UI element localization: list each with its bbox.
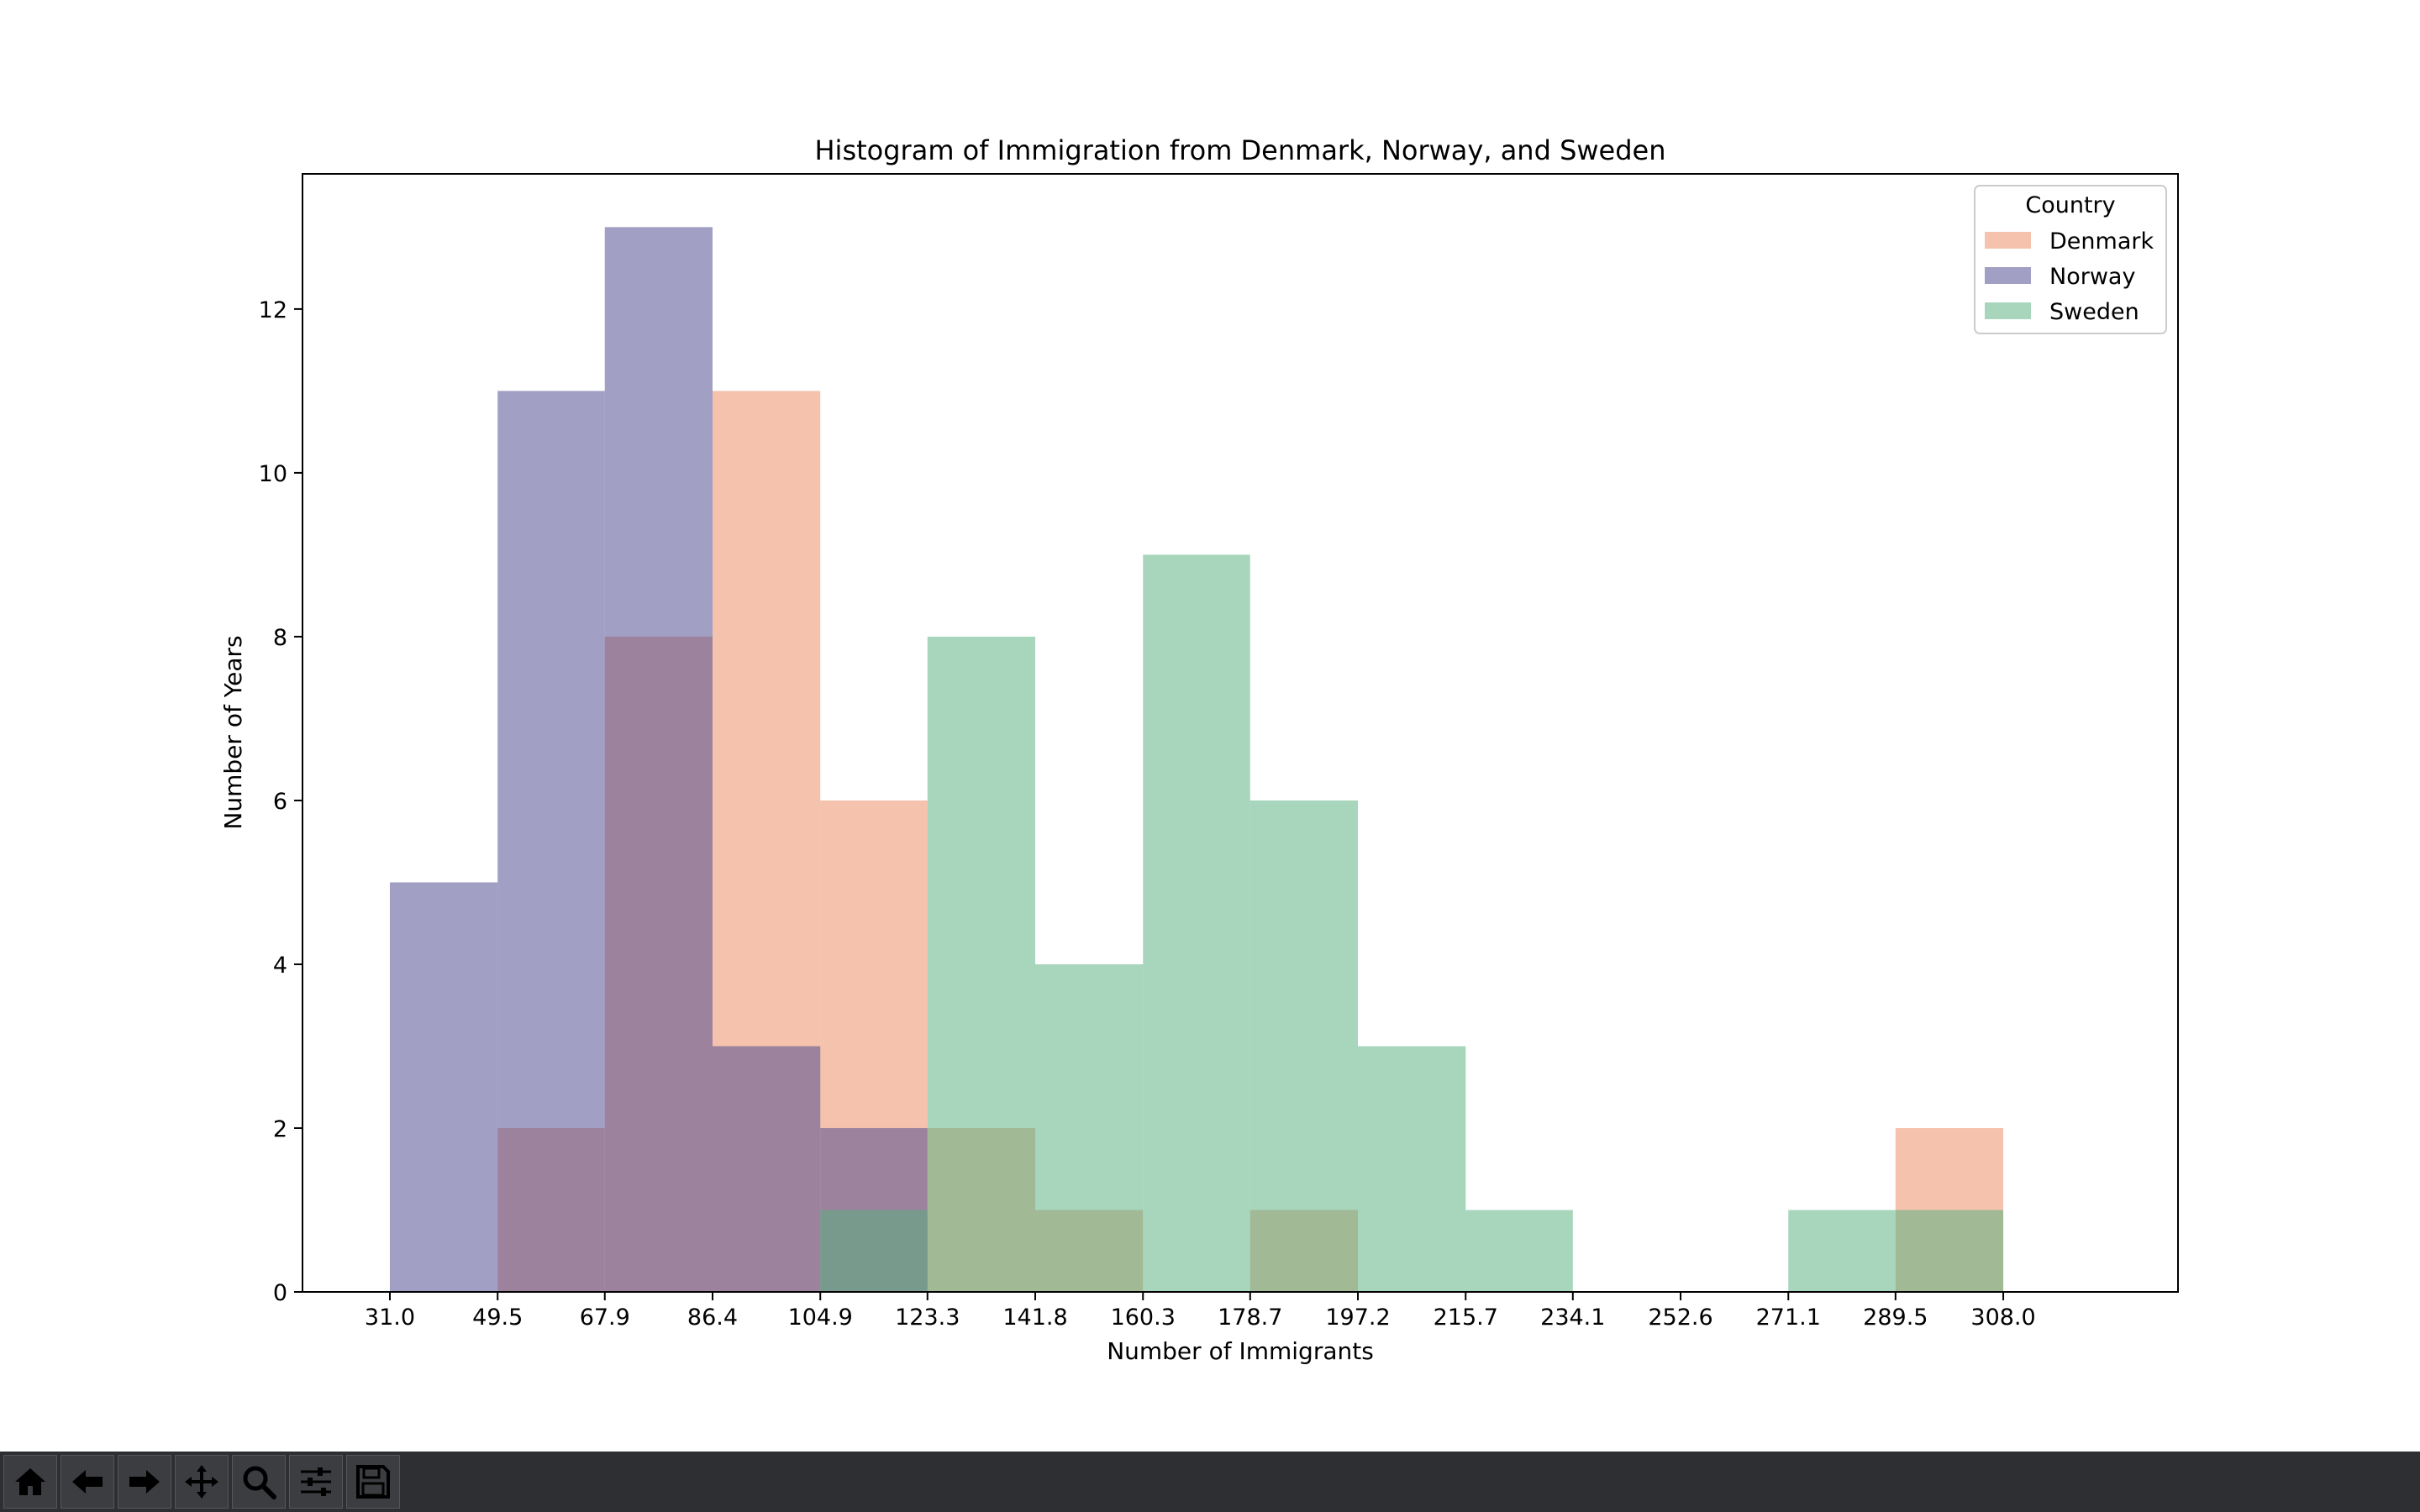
configure-subplots-button[interactable] [289, 1455, 343, 1509]
y-axis-label: Number of Years [219, 635, 247, 829]
x-tick-label: 308.0 [1970, 1305, 2035, 1331]
x-tick-label: 123.3 [895, 1305, 960, 1331]
zoom-magnifier-button[interactable] [232, 1455, 286, 1509]
bar-sweden-bin-13 [1788, 1210, 1896, 1292]
back-arrow-button[interactable] [60, 1455, 114, 1509]
figure: 31.0 49.5 67.9 86.4 104.9 123.3 141.8 160.3 178.… [219, 134, 2179, 1365]
bar-sweden-bin-14 [1895, 1210, 2004, 1292]
bar-sweden-bin-6 [1035, 963, 1144, 1292]
bar-sweden-bin-10 [1465, 1210, 1573, 1292]
x-tick-label: 141.8 [1002, 1305, 1067, 1331]
bar-sweden-bin-7 [1143, 554, 1250, 1292]
home-icon [15, 1468, 45, 1495]
legend-label-sweden: Sweden [2049, 299, 2139, 325]
back-arrow-icon [72, 1470, 103, 1494]
x-axis-label: Number of Immigrants [1107, 1337, 1374, 1365]
legend-swatch-sweden [1985, 302, 2031, 319]
legend-swatch-denmark [1985, 232, 2031, 249]
y-tick-label: 4 [273, 953, 287, 979]
forward-arrow-icon [129, 1470, 160, 1494]
x-tick-label: 178.7 [1218, 1305, 1282, 1331]
pan-move-icon [185, 1465, 218, 1499]
forward-arrow-button[interactable] [118, 1455, 171, 1509]
x-tick-label: 252.6 [1648, 1305, 1712, 1331]
x-tick-label: 86.4 [687, 1305, 738, 1331]
bar-sweden-bin-8 [1249, 800, 1359, 1292]
save-disk-icon [356, 1465, 390, 1499]
x-tick-label: 31.0 [365, 1305, 415, 1331]
bar-norway-bin-1 [497, 391, 605, 1292]
x-tick-label: 197.2 [1325, 1305, 1390, 1331]
x-tick-label: 271.1 [1756, 1305, 1821, 1331]
bar-sweden-bin-4 [820, 1210, 928, 1292]
chart-title: Histogram of Immigration from Denmark, N… [814, 134, 1665, 166]
y-tick-label: 12 [259, 297, 287, 323]
x-axis: 31.0 49.5 67.9 86.4 104.9 123.3 141.8 160.3 178.… [365, 1292, 2036, 1331]
x-tick-label: 215.7 [1434, 1305, 1498, 1331]
legend-label-norway: Norway [2049, 264, 2135, 290]
bar-norway-bin-3 [712, 1046, 821, 1292]
x-tick-label: 67.9 [580, 1305, 630, 1331]
x-tick-label: 49.5 [472, 1305, 523, 1331]
bars-layer [389, 227, 2004, 1292]
save-disk-button[interactable] [346, 1455, 400, 1509]
y-tick-label: 6 [273, 789, 287, 815]
y-axis: 0 2 4 6 8 10 12 [259, 297, 302, 1306]
navigation-toolbar [0, 1452, 2420, 1512]
legend-title: Country [2025, 192, 2115, 218]
y-tick-label: 10 [259, 461, 287, 487]
legend-swatch-norway [1985, 267, 2031, 284]
x-tick-label: 234.1 [1540, 1305, 1605, 1331]
zoom-magnifier-icon [243, 1466, 276, 1499]
bar-norway-bin-2 [604, 227, 713, 1292]
pan-move-button[interactable] [175, 1455, 229, 1509]
x-tick-label: 289.5 [1863, 1305, 1928, 1331]
histogram-chart: 31.0 49.5 67.9 86.4 104.9 123.3 141.8 160.3 178.… [219, 134, 2179, 1365]
y-tick-label: 8 [273, 625, 287, 651]
y-tick-label: 2 [273, 1116, 287, 1142]
bar-sweden-bin-5 [927, 636, 1036, 1292]
bar-norway-bin-0 [389, 882, 498, 1292]
y-tick-label: 0 [273, 1280, 287, 1306]
legend: Country Denmark Norway Sweden [1974, 185, 2167, 334]
x-tick-label: 160.3 [1111, 1305, 1176, 1331]
plot-frame [302, 173, 2179, 1293]
legend-label-denmark: Denmark [2049, 228, 2154, 255]
bar-sweden-bin-9 [1358, 1046, 1466, 1292]
configure-subplots-icon [301, 1467, 331, 1496]
x-tick-label: 104.9 [788, 1305, 853, 1331]
home-button[interactable] [3, 1455, 57, 1509]
legend-box [1974, 185, 2167, 334]
